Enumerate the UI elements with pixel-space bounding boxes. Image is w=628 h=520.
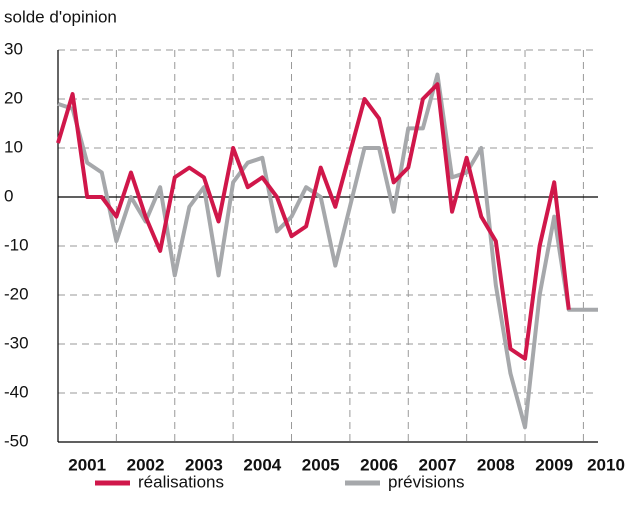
y-tick-label: 20 [4,88,23,107]
series-line [57,72,598,430]
y-tick-label: 10 [4,137,23,156]
x-tick-label: 2010 [587,455,625,474]
x-tick-label: 2002 [127,455,165,474]
x-tick-label: 2008 [477,455,515,474]
x-tick-label: 2009 [535,455,573,474]
y-axis-label: solde d'opinion [4,7,117,26]
x-tick-label: 2004 [243,455,281,474]
y-tick-label: -40 [4,382,29,401]
x-tick-label: 2007 [419,455,457,474]
y-tick-label: -30 [4,333,29,352]
legend-label: prévisions [388,472,465,491]
y-tick-label: 0 [4,186,13,205]
y-tick-label: -10 [4,235,29,254]
legend-label: réalisations [138,472,224,491]
x-tick-label: 2006 [360,455,398,474]
y-tick-label: -20 [4,284,29,303]
x-tick-label: 2003 [185,455,223,474]
x-tick-label: 2005 [302,455,340,474]
y-tick-label: 30 [4,39,23,58]
y-tick-label: -50 [4,431,29,450]
series-line [56,82,571,361]
x-tick-label: 2001 [68,455,106,474]
